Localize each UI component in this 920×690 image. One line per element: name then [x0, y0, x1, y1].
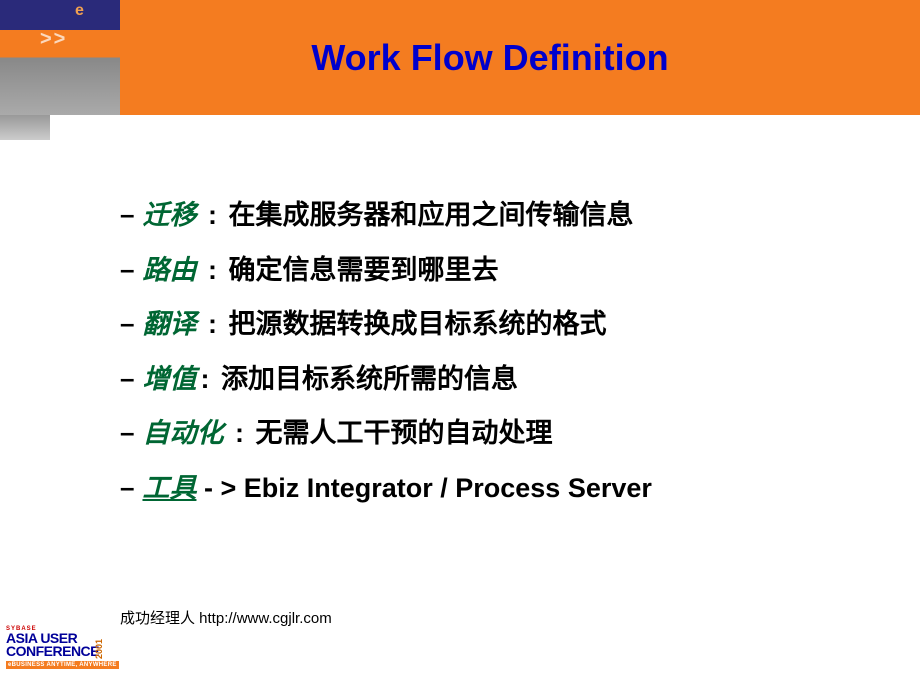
bullet-dash: – [120, 468, 134, 507]
footer-text: 成功经理人 http://www.cgjlr.com [120, 607, 332, 628]
corner-letter: e [75, 2, 84, 20]
bullet-desc: 添加目标系统所需的信息 [221, 364, 518, 394]
bullet-desc: 无需人工干预的自动处理 [255, 418, 552, 448]
bullet-desc: 确定信息需要到哪里去 [228, 255, 498, 285]
logo-year: 2001 [94, 639, 104, 659]
vertical-strip [0, 115, 50, 140]
bullet-item: – 增值: 添加目标系统所需的信息 [120, 359, 880, 400]
bullet-dash: – [120, 359, 134, 398]
content-area: – 迁移 : 在集成服务器和应用之间传输信息 – 路由 : 确定信息需要到哪里去… [120, 195, 880, 522]
bullet-term: 翻译 [142, 309, 196, 339]
bullet-desc: 把源数据转换成目标系统的格式 [228, 309, 606, 339]
bullet-item: – 路由 : 确定信息需要到哪里去 [120, 250, 880, 291]
corner-overlay [0, 0, 120, 30]
bullet-dash: – [120, 413, 134, 452]
bullet-item: – 自动化 : 无需人工干预的自动处理 [120, 413, 880, 454]
bullet-item: – 迁移 : 在集成服务器和应用之间传输信息 [120, 195, 880, 236]
logo-tagline: eBUSINESS ANYTIME, ANYWHERE [6, 661, 119, 669]
bullet-term: 路由 [142, 255, 196, 285]
bullet-colon: : [200, 200, 224, 230]
bullet-colon: : [200, 309, 224, 339]
bullet-term: 增值 [142, 364, 196, 394]
bullet-term: 迁移 [142, 200, 196, 230]
bullet-colon: : [200, 255, 224, 285]
bullet-dash: – [120, 195, 134, 234]
bullet-colon: : [200, 364, 217, 394]
bullet-dash: – [120, 250, 134, 289]
bullet-colon: : [227, 418, 251, 448]
bullet-term-tool: 工具 [142, 473, 196, 503]
bullet-dash: – [120, 304, 134, 343]
footer-logo: SYBASE ASIA USER CONFERENCE 2001 eBUSINE… [6, 626, 121, 686]
bullet-term: 自动化 [142, 418, 223, 448]
slide-title: Work Flow Definition [311, 37, 668, 79]
bullet-desc: 在集成服务器和应用之间传输信息 [228, 200, 633, 230]
bullet-item-tool: – 工具 - > Ebiz Integrator / Process Serve… [120, 468, 880, 509]
bullet-item: – 翻译 : 把源数据转换成目标系统的格式 [120, 304, 880, 345]
bullet-desc-tool: - > Ebiz Integrator / Process Server [196, 473, 651, 503]
header-banner: Work Flow Definition [0, 0, 920, 115]
corner-arrows: >> [40, 28, 67, 51]
